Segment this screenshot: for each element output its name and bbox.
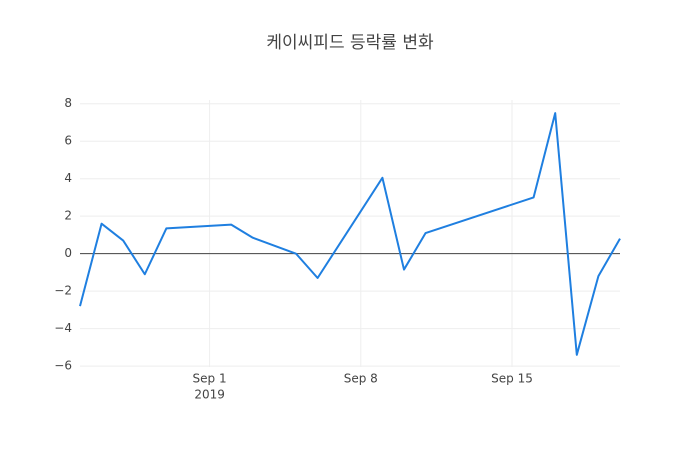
x-tick-label: Sep 15 bbox=[491, 372, 533, 386]
y-tick-label: 6 bbox=[64, 134, 72, 148]
chart-title: 케이씨피드 등락률 변화 bbox=[266, 33, 434, 53]
y-tick-label: 4 bbox=[64, 171, 72, 185]
line bbox=[79, 112, 621, 356]
y-tick-label: 2 bbox=[64, 209, 72, 223]
y-tick-label: −2 bbox=[54, 284, 72, 298]
y-tick-label: 0 bbox=[64, 246, 72, 260]
x-tick-label: Sep 8 bbox=[344, 372, 378, 386]
y-tick-label: 8 bbox=[64, 96, 72, 110]
x-tick-label: Sep 1 bbox=[193, 372, 227, 386]
y-tick-label: −6 bbox=[54, 359, 72, 373]
x-tick-sublabel: 2019 bbox=[194, 388, 225, 402]
y-tick-label: −4 bbox=[54, 321, 72, 335]
